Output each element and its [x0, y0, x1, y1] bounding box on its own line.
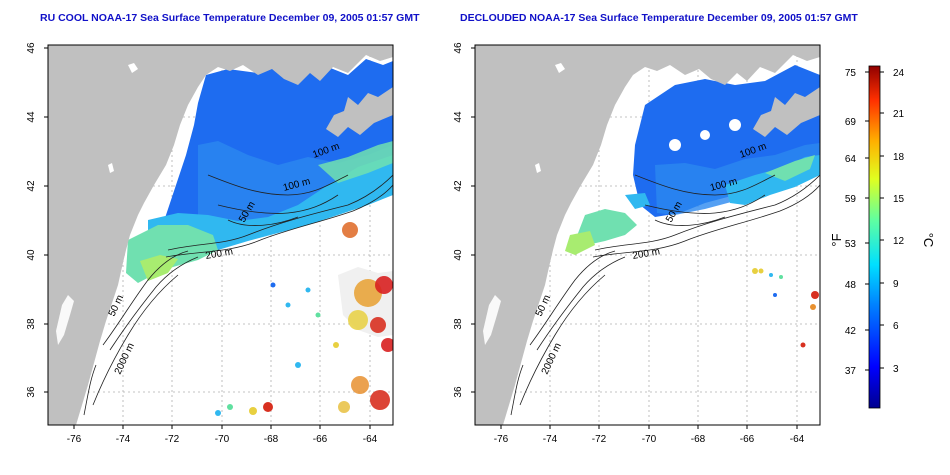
colorbar-f-tick-69: 69: [845, 117, 857, 128]
colorbar-c-tick-3: 3: [893, 364, 899, 375]
right-lon-tick-74: -74: [543, 434, 558, 445]
right-lat-tick-42: 42: [453, 180, 464, 192]
left-contour-label-200m: 200 m: [205, 246, 234, 262]
left-map: 100 m 100 m 50 m 200 m 50 m 2000 m -76 -…: [26, 42, 394, 445]
right-lat-tick-38: 38: [453, 318, 464, 330]
left-lon-tick-76: -76: [67, 434, 82, 445]
left-map-frame: [47, 44, 394, 426]
right-lon-tick-72: -72: [592, 434, 607, 445]
right-map-frame: [474, 44, 821, 426]
left-lon-tick-70: -70: [215, 434, 230, 445]
left-lat-tick-36: 36: [26, 386, 37, 398]
left-lat-tick-46: 46: [26, 42, 37, 54]
colorbar-c-tick-15: 15: [893, 194, 905, 205]
left-lat-tick-44: 44: [26, 111, 37, 123]
colorbar-c-tick-9: 9: [893, 279, 899, 290]
colorbar-c-tick-21: 21: [893, 109, 905, 120]
right-lat-tick-44: 44: [453, 111, 464, 123]
left-lon-tick-66: -66: [313, 434, 328, 445]
colorbar: 75 69 64 59 53 48 42 37 24 21 18 15 12 9…: [829, 65, 936, 409]
colorbar-f-tick-53: 53: [845, 239, 857, 250]
right-map: 100 m 100 m 50 m 200 m 50 m 2000 m -76 -…: [453, 42, 821, 445]
colorbar-c-tick-6: 6: [893, 321, 899, 332]
colorbar-f-tick-64: 64: [845, 154, 857, 165]
colorbar-f-tick-48: 48: [845, 280, 857, 291]
colorbar-c-tick-24: 24: [893, 68, 905, 79]
right-lon-tick-76: -76: [494, 434, 509, 445]
left-lat-tick-38: 38: [26, 318, 37, 330]
left-lat-tick-40: 40: [26, 249, 37, 261]
colorbar-ramp: [868, 65, 881, 409]
left-map-title: RU COOL NOAA-17 Sea Surface Temperature …: [40, 12, 420, 24]
right-lon-tick-66: -66: [740, 434, 755, 445]
colorbar-c-tick-18: 18: [893, 152, 905, 163]
left-lon-tick-64: -64: [363, 434, 378, 445]
left-lon-tick-74: -74: [116, 434, 131, 445]
colorbar-f-tick-42: 42: [845, 326, 857, 337]
right-map-title: DECLOUDED NOAA-17 Sea Surface Temperatur…: [460, 12, 858, 24]
left-lat-tick-42: 42: [26, 180, 37, 192]
left-lon-tick-72: -72: [165, 434, 180, 445]
right-lon-tick-68: -68: [691, 434, 706, 445]
colorbar-f-tick-37: 37: [845, 366, 857, 377]
colorbar-c-tick-12: 12: [893, 236, 905, 247]
right-lat-tick-46: 46: [453, 42, 464, 54]
right-lon-tick-70: -70: [642, 434, 657, 445]
right-lat-tick-40: 40: [453, 249, 464, 261]
colorbar-celsius-label: °C: [921, 233, 936, 248]
right-lat-tick-36: 36: [453, 386, 464, 398]
colorbar-fahrenheit-label: °F: [829, 233, 844, 246]
left-lon-tick-68: -68: [264, 434, 279, 445]
colorbar-f-tick-59: 59: [845, 194, 857, 205]
colorbar-f-tick-75: 75: [845, 68, 857, 79]
right-contour-label-200m: 200 m: [632, 246, 661, 262]
right-lon-tick-64: -64: [790, 434, 805, 445]
